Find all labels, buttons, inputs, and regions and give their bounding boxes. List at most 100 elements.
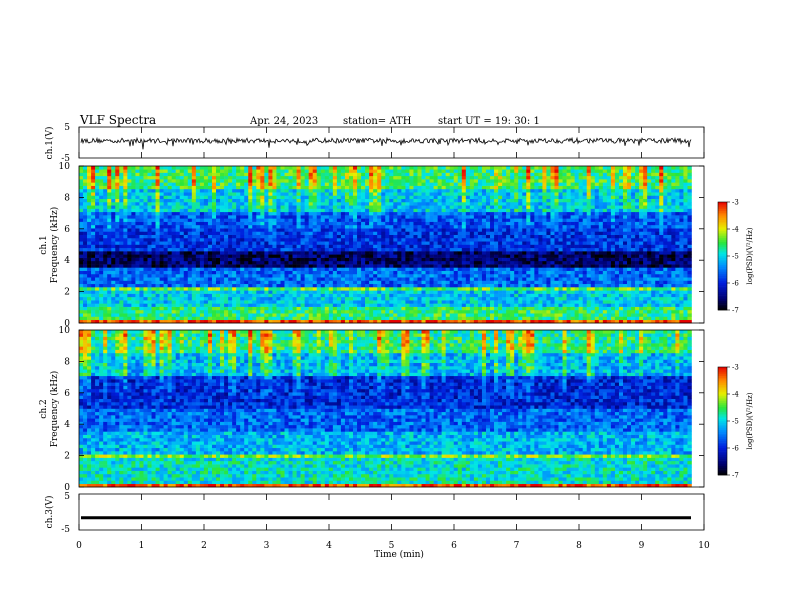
spectrogram-cell xyxy=(328,166,334,170)
spectrogram-cell xyxy=(252,283,257,288)
spectrogram-cell xyxy=(445,260,451,265)
spectrogram-cell xyxy=(445,296,451,301)
spectrogram-cell xyxy=(336,215,342,219)
spectrogram-cell xyxy=(123,303,128,307)
spectrogram-cell xyxy=(288,201,293,206)
spectrogram-cell xyxy=(292,224,297,229)
spectrogram-cell xyxy=(195,251,201,255)
spectrogram-cell xyxy=(389,251,394,255)
spectrogram-cell xyxy=(187,277,193,281)
spectrogram-cell xyxy=(312,300,318,304)
spectrogram-cell xyxy=(143,188,148,193)
spectrogram-cell xyxy=(256,224,261,229)
spectrogram-cell xyxy=(445,257,451,262)
spectrogram-cell xyxy=(365,179,370,183)
spectrogram-cell xyxy=(340,201,346,206)
spectrogram-cell xyxy=(87,254,92,258)
spectrogram-cell xyxy=(344,237,350,242)
spectrogram-cell xyxy=(389,192,394,196)
spectrogram-cell xyxy=(248,244,253,249)
spectrogram-cell xyxy=(320,290,326,294)
spectrogram-cell xyxy=(171,201,177,206)
spectrogram-cell xyxy=(264,273,269,278)
spectrogram-cell xyxy=(199,313,205,317)
spectrogram-cell xyxy=(481,208,487,213)
spectrogram-cell xyxy=(159,316,164,321)
spectrogram-cell xyxy=(244,195,249,200)
spectrogram-cell xyxy=(248,270,253,275)
spectrogram-cell xyxy=(216,169,221,173)
spectrogram-cell xyxy=(373,241,378,245)
spectrogram-cell xyxy=(240,300,245,304)
spectrogram-cell xyxy=(397,195,402,200)
spectrogram-cell xyxy=(91,319,96,324)
spectrogram-cell xyxy=(95,290,100,294)
spectrogram-cell xyxy=(248,237,253,242)
spectrogram-cell xyxy=(139,277,144,281)
spectrogram-cell xyxy=(260,293,265,298)
spectrogram-cell xyxy=(99,182,104,186)
spectrogram-cell xyxy=(107,267,112,271)
spectrogram-cell xyxy=(377,283,382,288)
spectrogram-cell xyxy=(163,221,168,226)
spectrogram-cell xyxy=(127,283,132,288)
spectrogram-cell xyxy=(224,188,229,193)
spectrogram-cell xyxy=(433,293,438,298)
spectrogram-cell xyxy=(211,224,217,229)
spectrogram-cell xyxy=(377,280,382,285)
spectrogram-cell xyxy=(485,241,491,245)
spectrogram-cell xyxy=(365,201,370,206)
spectrogram-cell xyxy=(135,293,140,298)
spectrogram-cell xyxy=(324,241,330,245)
spectrogram-cell xyxy=(272,218,277,222)
spectrogram-cell xyxy=(348,205,354,209)
spectrogram-cell xyxy=(207,241,213,245)
spectrogram-cell xyxy=(373,234,378,239)
spectrogram-cell xyxy=(490,166,495,170)
spectrogram-cell xyxy=(260,198,265,203)
spectrogram-cell xyxy=(244,267,249,271)
spectrogram-cell xyxy=(453,221,459,226)
spectrogram-cell xyxy=(405,234,410,239)
spectrogram-cell xyxy=(417,247,422,252)
spectrogram-cell xyxy=(361,221,366,226)
spectrogram-cell xyxy=(155,182,160,186)
spectrogram-cell xyxy=(369,198,374,203)
spectrogram-cell xyxy=(199,293,205,298)
spectrogram-cell xyxy=(220,185,225,190)
spectrogram-cell xyxy=(224,215,229,219)
spectrogram-cell xyxy=(183,290,189,294)
spectrogram-cell xyxy=(397,231,402,235)
spectrogram-cell xyxy=(91,231,96,235)
spectrogram-cell xyxy=(393,201,398,206)
spectrogram-cell xyxy=(244,192,249,196)
spectrogram-cell xyxy=(413,280,418,285)
spectrogram-cell xyxy=(308,293,314,298)
spectrogram-cell xyxy=(252,208,257,213)
spectrogram-cell xyxy=(405,182,410,186)
spectrogram-cell xyxy=(393,205,398,209)
spectrogram-cell xyxy=(393,195,398,200)
spectrogram-cell xyxy=(393,293,398,298)
spectrogram-cell xyxy=(240,215,245,219)
spectrogram-cell xyxy=(199,319,205,324)
spectrogram-cell xyxy=(175,185,181,190)
spectrogram-cell xyxy=(276,228,281,232)
spectrogram-cell xyxy=(103,192,108,196)
spectrogram-cell xyxy=(385,251,390,255)
spectrogram-cell xyxy=(115,244,120,249)
spectrogram-cell xyxy=(381,277,386,281)
spectrogram-cell xyxy=(361,205,366,209)
spectrogram-cell xyxy=(469,198,475,203)
spectrogram-cell xyxy=(107,254,112,258)
spectrogram-cell xyxy=(288,296,293,301)
spectrogram-cell xyxy=(453,188,459,193)
spectrogram-cell xyxy=(385,185,390,190)
spectrogram-cell xyxy=(397,179,402,183)
spectrogram-cell xyxy=(276,270,281,275)
spectrogram-cell xyxy=(147,228,152,232)
spectrogram-cell xyxy=(171,237,177,242)
spectrogram-cell xyxy=(365,254,370,258)
spectrogram-cell xyxy=(207,260,213,265)
spectrogram-cell xyxy=(357,254,362,258)
